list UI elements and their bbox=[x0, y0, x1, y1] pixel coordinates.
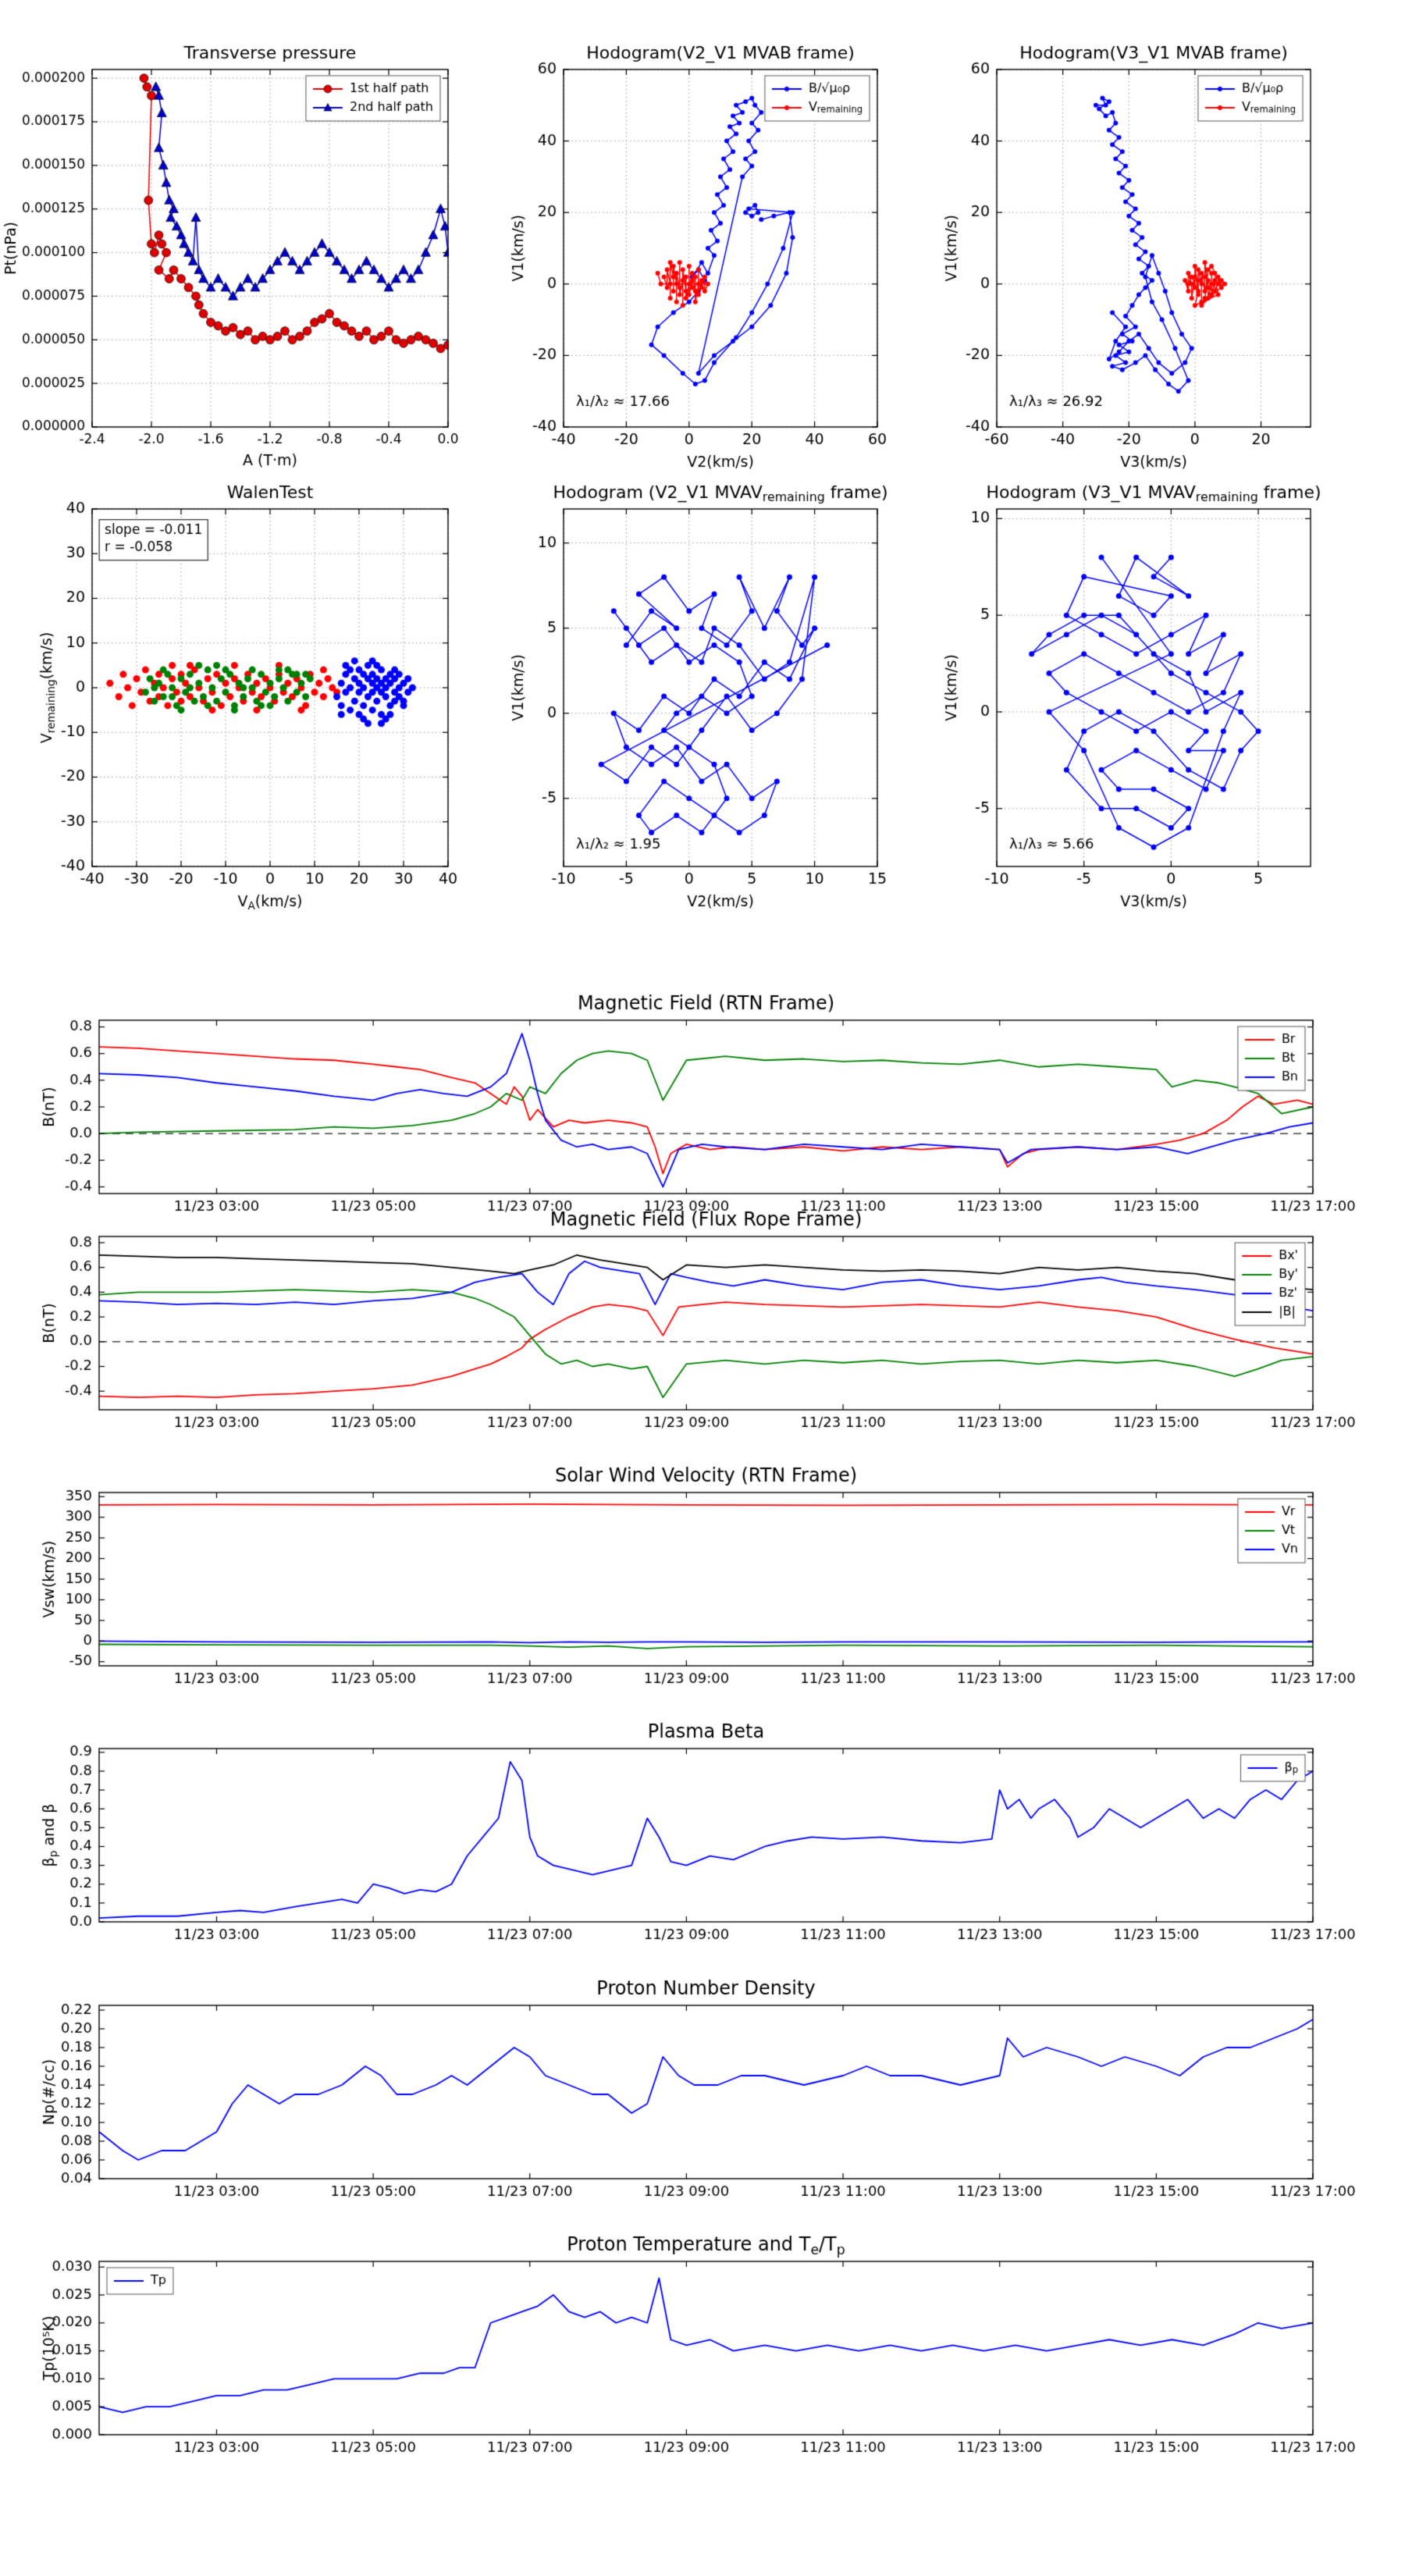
panel-proton-temperature bbox=[37, 2229, 1360, 2480]
magnetic-field-fluxrope-chart bbox=[37, 1204, 1360, 1455]
solar-wind-velocity-chart bbox=[37, 1460, 1360, 1711]
panel-magnetic-field-rtn bbox=[37, 987, 1360, 1239]
panel-transverse-pressure bbox=[0, 30, 461, 475]
hodogram-v2v1-mvab-chart bbox=[501, 30, 890, 475]
panel-solar-wind-velocity bbox=[37, 1460, 1360, 1711]
hodogram-v2v1-mvav-chart bbox=[501, 470, 890, 915]
panel-proton-density bbox=[37, 1973, 1360, 2224]
magnetic-field-rtn-chart bbox=[37, 987, 1360, 1239]
panel-hodogram-v3v1-mvab bbox=[934, 30, 1323, 475]
panel-plasma-beta bbox=[37, 1716, 1360, 1967]
panel-hodogram-v2v1-mvav bbox=[501, 470, 890, 915]
hodogram-v3v1-mvab-chart bbox=[934, 30, 1323, 475]
walen-test-chart bbox=[30, 470, 461, 915]
hodogram-v3v1-mvav-chart bbox=[934, 470, 1323, 915]
panel-walen-test bbox=[30, 470, 461, 915]
panel-hodogram-v2v1-mvab bbox=[501, 30, 890, 475]
panel-magnetic-field-fluxrope bbox=[37, 1204, 1360, 1455]
proton-density-chart bbox=[37, 1973, 1360, 2224]
transverse-pressure-chart bbox=[0, 30, 461, 475]
proton-temperature-chart bbox=[37, 2229, 1360, 2480]
plasma-beta-chart bbox=[37, 1716, 1360, 1967]
panel-hodogram-v3v1-mvav bbox=[934, 470, 1323, 915]
